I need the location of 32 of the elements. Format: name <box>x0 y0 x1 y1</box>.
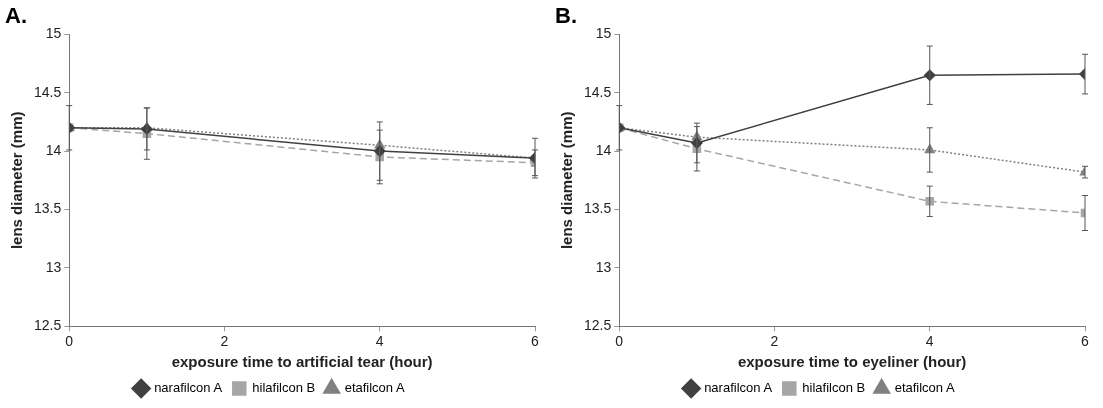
x-axis-title: exposure time to artificial tear (hour) <box>171 353 433 371</box>
x-tick-label: 4 <box>375 333 384 350</box>
x-tick-label: 0 <box>615 333 624 350</box>
x-tick-label: 0 <box>65 333 74 350</box>
y-tick-label: 14.5 <box>584 83 612 100</box>
y-axis-title: lens diameter (mm) <box>8 111 26 250</box>
y-tick-label: 13 <box>595 258 612 275</box>
y-tick-label: 13.5 <box>34 200 62 217</box>
y-tick-label: 15 <box>595 25 612 42</box>
y-tick-label: 14 <box>595 141 612 158</box>
legend-label: etafilcon A <box>894 380 955 396</box>
y-tick-label: 13 <box>45 258 62 275</box>
x-tick-label: 2 <box>220 333 229 350</box>
x-tick-label: 6 <box>531 333 540 350</box>
legend-label: hilafilcon B <box>252 380 316 396</box>
legend-label: etafilcon A <box>344 380 405 396</box>
x-tick-label: 4 <box>925 333 934 350</box>
y-tick-label: 12.5 <box>34 317 62 334</box>
y-axis-title: lens diameter (mm) <box>558 111 576 250</box>
chart-title: B. <box>555 3 577 29</box>
x-axis-title: exposure time to eyeliner (hour) <box>737 353 967 371</box>
legend-label: hilafilcon B <box>802 380 866 396</box>
legend-label: narafilcon A <box>704 380 773 396</box>
x-tick-label: 2 <box>770 333 779 350</box>
y-tick-label: 15 <box>45 25 62 42</box>
x-tick-label: 6 <box>1081 333 1090 350</box>
legend-label: narafilcon A <box>154 380 223 396</box>
y-tick-label: 14.5 <box>34 83 62 100</box>
y-tick-label: 12.5 <box>584 317 612 334</box>
y-tick-label: 14 <box>45 141 62 158</box>
y-tick-label: 13.5 <box>584 200 612 217</box>
chart-title: A. <box>5 3 27 29</box>
